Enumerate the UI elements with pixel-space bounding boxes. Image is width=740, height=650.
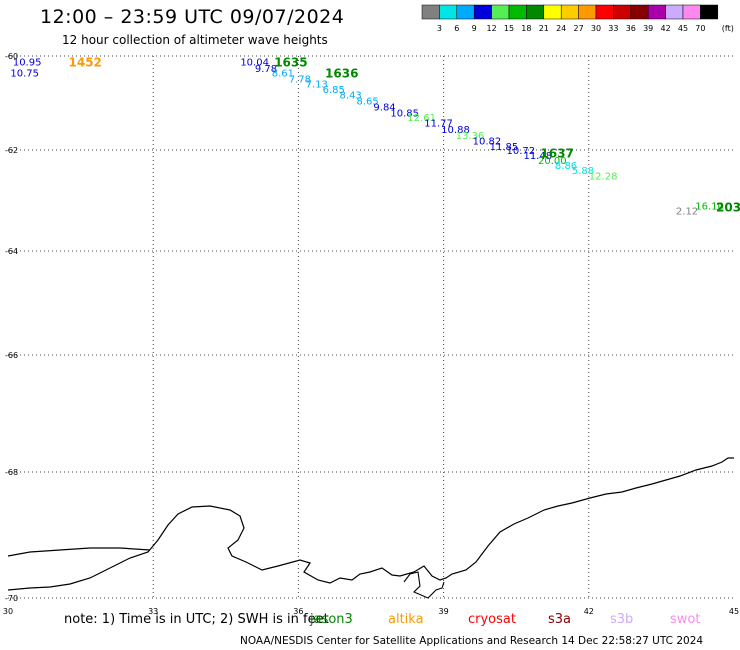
legend-swatch (473, 4, 492, 20)
wave-height-points: 10.9510.7510.049.788.617.787.136.858.438… (10, 58, 724, 218)
wave-height-value: 9.84 (373, 102, 395, 113)
wave-height-value: 10.72 (507, 146, 536, 157)
legend-swatch (578, 4, 597, 20)
legend-label: 18 (521, 24, 531, 33)
legend-label: 45 (678, 24, 688, 33)
lon-tick-label: 33 (148, 607, 158, 616)
legend-swatch (421, 4, 440, 20)
wave-height-value: 8.86 (555, 161, 577, 172)
legend-swatch (508, 4, 527, 20)
lon-tick-label: 39 (439, 607, 449, 616)
coastline-island (403, 571, 445, 599)
lon-tick-label: 30 (3, 607, 13, 616)
legend-label: 21 (539, 24, 549, 33)
wave-height-value: 10.75 (10, 68, 39, 79)
legend-swatch (543, 4, 562, 20)
legend-label: 33 (608, 24, 618, 33)
wave-height-value: 10.82 (473, 137, 502, 148)
legend-label: 15 (504, 24, 514, 33)
wave-height-value: 8.61 (272, 68, 294, 79)
satellite-cryosat: cryosat (468, 612, 516, 627)
footnote: note: 1) Time is in UTC; 2) SWH is in fe… (64, 612, 329, 627)
legend-label: 24 (556, 24, 566, 33)
legend-label: 30 (591, 24, 601, 33)
legend-swatch (560, 4, 579, 20)
legend-swatch (439, 4, 458, 20)
legend-label: 36 (626, 24, 636, 33)
satellite-jason3: jason3 (310, 612, 353, 627)
wave-height-value: 8.65 (356, 97, 378, 108)
legend-swatch (491, 4, 510, 20)
legend-swatch (665, 4, 684, 20)
lat-tick-label: -60 (5, 52, 18, 61)
map-subtitle: 12 hour collection of altimeter wave hei… (62, 33, 328, 47)
wave-height-value: 6.85 (323, 85, 345, 96)
legend-label: 3 (437, 24, 442, 33)
pass-time-label: 1452 (69, 56, 102, 70)
lat-tick-label: -68 (5, 468, 18, 477)
lon-tick-label: 42 (584, 607, 594, 616)
lat-lon-grid (8, 55, 734, 600)
wave-height-value: 10.95 (13, 58, 42, 69)
lon-tick-label: 45 (729, 607, 739, 616)
wave-height-value: 11.85 (490, 142, 519, 153)
wave-height-value: 11.77 (424, 119, 453, 130)
wave-height-value: 10.88 (441, 125, 470, 136)
pass-time-label: 1635 (274, 56, 307, 70)
wave-height-value: 2.12 (676, 207, 698, 218)
legend-label: 39 (643, 24, 653, 33)
legend-label: 42 (661, 24, 671, 33)
legend-label: 27 (574, 24, 584, 33)
wave-height-value: 10.04 (240, 58, 269, 69)
lat-tick-label: -66 (5, 351, 18, 360)
lat-tick-label: -70 (5, 594, 18, 603)
wave-height-value: 10.85 (390, 108, 419, 119)
satellite-altika: altika (388, 612, 424, 627)
legend-label: 12 (487, 24, 497, 33)
wave-height-value: 8.43 (340, 91, 362, 102)
wave-height-value: 7.78 (289, 75, 311, 86)
wave-height-value: 12.61 (407, 113, 436, 124)
legend-swatch (630, 4, 649, 20)
wave-height-value: 12.28 (589, 171, 618, 182)
legend-label: 9 (472, 24, 477, 33)
antarctica-coastline (7, 457, 734, 591)
wave-height-value: 9.78 (255, 64, 277, 75)
satellite-s3a: s3a (548, 612, 572, 627)
legend-swatch (647, 4, 666, 20)
legend-swatch (595, 4, 614, 20)
wave-height-value: 16.10 (695, 202, 724, 213)
pass-time-label: 1636 (325, 66, 358, 80)
legend-label: 70 (695, 24, 705, 33)
lon-tick-label: 36 (293, 607, 303, 616)
wave-height-value: 20.00 (538, 156, 567, 167)
color-legend: 3 6 9 12 15 18 21 24 27 30 33 36 39 42 45 70 (ft) (421, 4, 734, 33)
coastline-west-segment (7, 547, 151, 557)
satellite-swot: swot (670, 612, 701, 627)
wave-height-value: 5.88 (572, 166, 594, 177)
legend-unit: (ft) (722, 24, 734, 33)
wave-height-value: 13.36 (456, 131, 485, 142)
credit-line: NOAA/NESDIS Center for Satellite Applica… (240, 635, 704, 647)
lat-tick-label: -62 (5, 146, 18, 155)
legend-swatch (456, 4, 475, 20)
pass-time-label: 1637 (540, 147, 573, 161)
wave-height-value: 7.13 (306, 79, 328, 90)
legend-swatch (700, 4, 719, 20)
pass-time-label: 2033 (716, 201, 740, 215)
map-title: 12:00 – 23:59 UTC 09/07/2024 (40, 6, 345, 28)
legend-swatch (526, 4, 545, 20)
satellite-s3b: s3b (610, 612, 634, 627)
axis-tick-labels: 30 33 36 39 42 45 -60 -62 -64 -66 -68 -70 (3, 52, 739, 616)
legend-swatch (682, 4, 701, 20)
pass-time-labels: 1452 1635 1636 1637 2033 (69, 56, 740, 215)
wave-height-value: 11.48 (523, 151, 552, 162)
legend-swatch (613, 4, 632, 20)
lat-tick-label: -64 (5, 247, 18, 256)
legend-label: 6 (454, 24, 459, 33)
